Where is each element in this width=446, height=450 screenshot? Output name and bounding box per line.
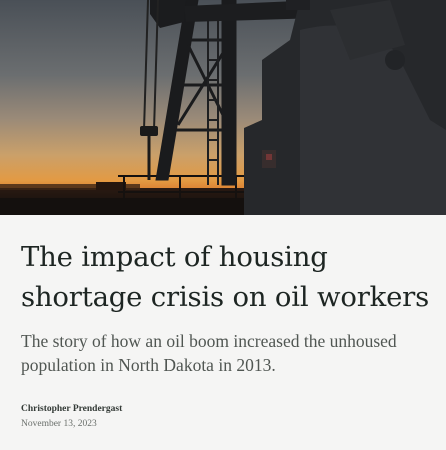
author-name[interactable]: Christopher Prendergast xyxy=(21,404,123,414)
article-subtitle: The story of how an oil boom increased t… xyxy=(21,331,397,375)
oil-pumpjack-sunset-illustration xyxy=(0,0,446,215)
publish-date: November 13, 2023 xyxy=(21,419,97,429)
hero-image xyxy=(0,0,446,215)
article-title[interactable]: The impact of housing shortage crisis on… xyxy=(21,241,430,313)
article-text: The impact of housing shortage crisis on… xyxy=(21,237,433,430)
